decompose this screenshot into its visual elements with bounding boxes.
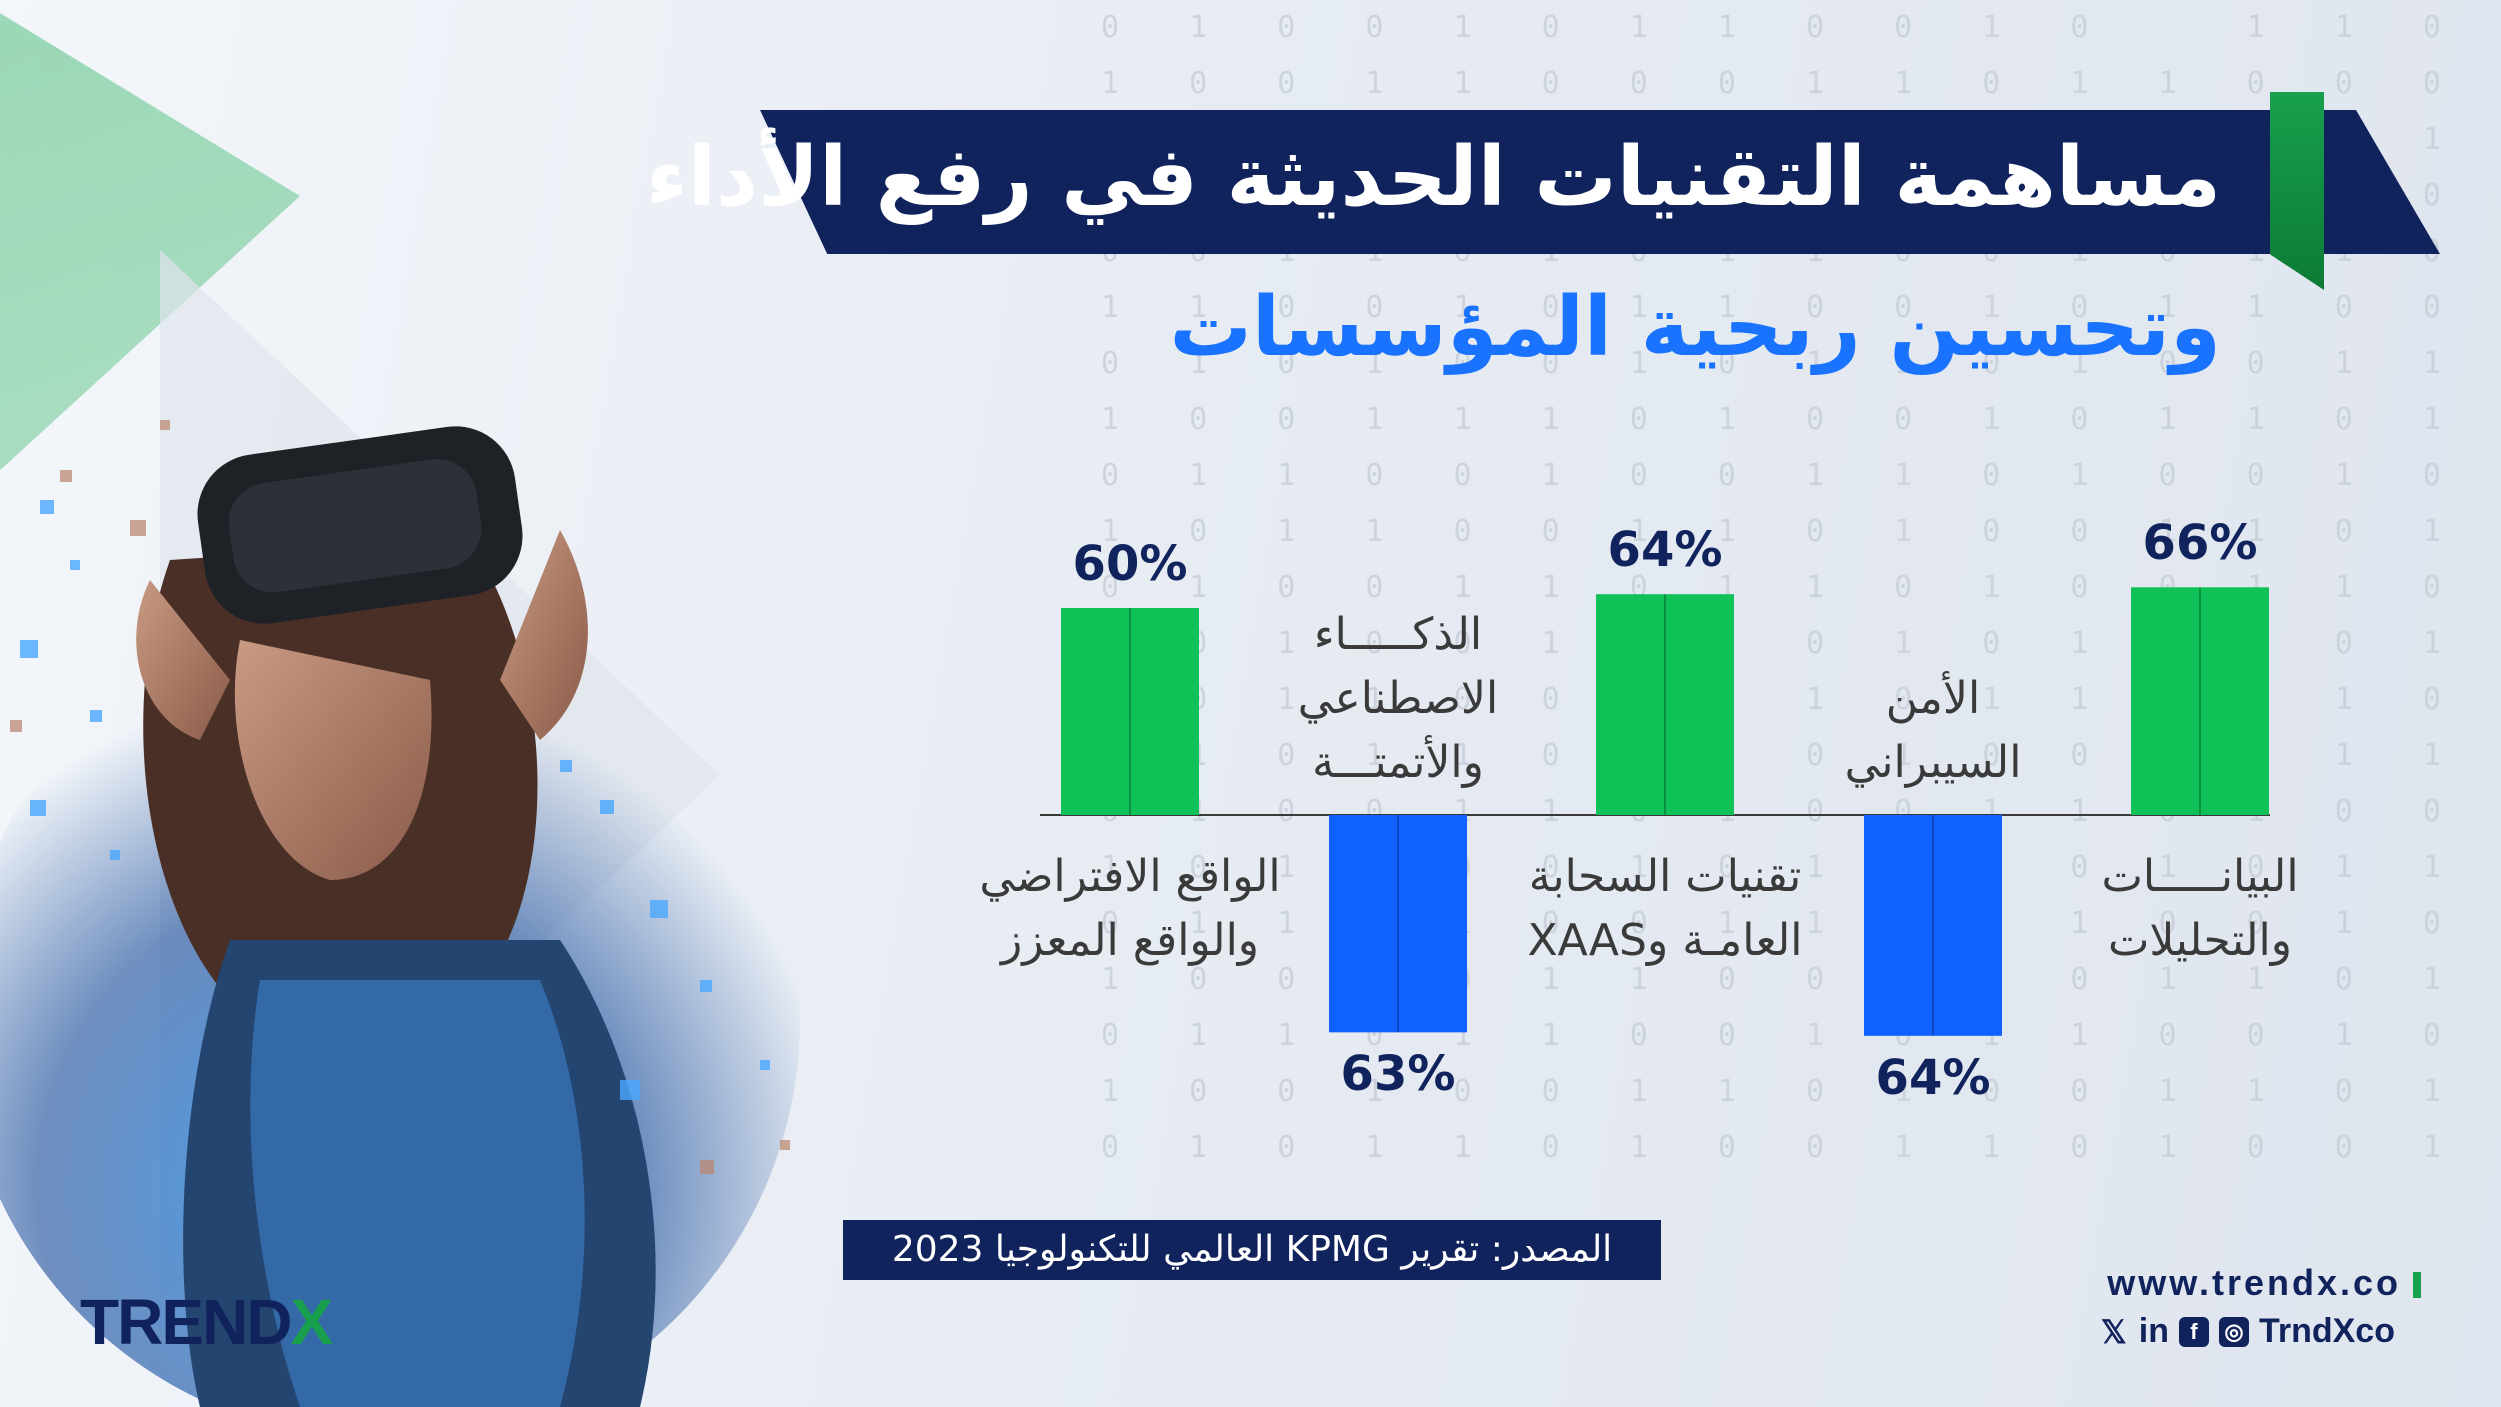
logo-x: X [290,1286,333,1358]
category-label-4: الواقع الافتراضي والواقع المعزز [979,851,1281,966]
value-label-2: 64% [1607,522,1723,579]
x-icon[interactable]: 𝕏 [2100,1313,2127,1350]
value-label-0: 66% [2142,515,2258,572]
bar-2 [1596,594,1734,815]
value-label-4: 60% [1072,536,1188,592]
social-links: 𝕏 in f ◎ TrndXco [2099,1312,2395,1351]
vr-headset-woman-illustration [0,420,800,1407]
category-label-1: الأمن السيبراني [1844,673,2022,788]
bar-1 [1864,815,2002,1036]
category-label-3: الذكـــــاء الاصطناعي والأتمتـــة [1297,609,1499,788]
title-banner [760,110,2440,254]
trendx-logo: TRENDX [80,1285,333,1359]
page-subtitle: وتحسين ربحية المؤسسات [1169,280,2221,375]
source-note: المصدر: تقرير KPMG العالمي للتكنولوجيا 2… [843,1220,1661,1280]
category-label-2: تقنيات السحابة العامـة وXAAS [1527,851,1803,966]
category-label-0: البيانـــــات والتحليلات [2101,851,2299,966]
linkedin-icon[interactable]: in [2138,1312,2169,1350]
bar-4 [1061,608,1199,815]
instagram-icon[interactable]: ◎ [2218,1316,2249,1347]
logo-text: TREND [80,1286,292,1358]
title-accent-mark [2270,92,2324,290]
bar-0 [2131,587,2269,815]
value-label-3: 63% [1340,1046,1456,1103]
page-title: مساهمة التقنيات الحديثة في رفع الأداء [645,130,2221,225]
value-label-1: 64% [1875,1049,1991,1106]
website-accent [2413,1272,2421,1298]
facebook-icon[interactable]: f [2178,1316,2209,1347]
website-link[interactable]: www.trendx.co [2107,1262,2401,1303]
social-handle: TrndXco [2258,1312,2395,1350]
bar-3 [1329,815,1467,1033]
